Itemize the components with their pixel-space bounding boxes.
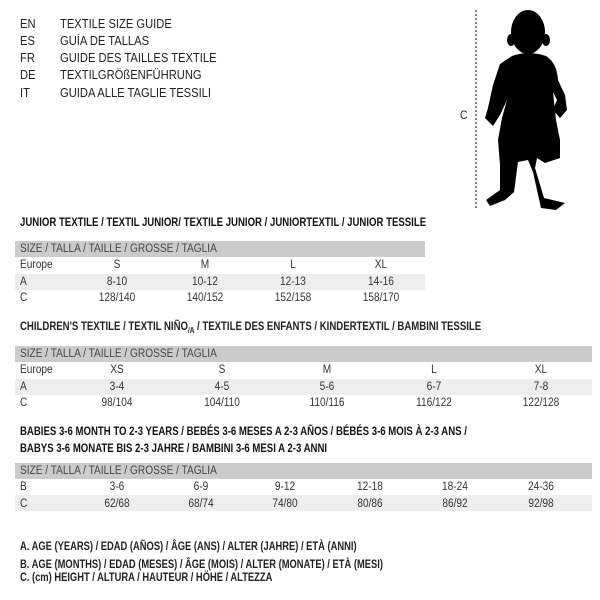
table-cell: 158/170 <box>362 292 400 304</box>
table-cell: 18-24 <box>442 481 468 493</box>
row-label: C <box>20 397 28 409</box>
table-cell: 116/122 <box>416 397 452 409</box>
table-cell: 9-12 <box>274 481 296 493</box>
table-cell: S <box>218 364 226 376</box>
table-cell: 12-18 <box>357 481 383 493</box>
table-cell: 6-7 <box>426 380 442 393</box>
table-cell: 152/158 <box>274 292 312 304</box>
table-cell: 3-4 <box>109 380 125 393</box>
table-cell: 74/80 <box>272 497 298 510</box>
table-cell: 5-6 <box>319 380 335 393</box>
table-cell: 140/152 <box>186 292 224 304</box>
table-cell: 24-36 <box>528 481 554 493</box>
table-cell: 68/74 <box>188 497 214 510</box>
table-cell: S <box>113 259 121 271</box>
table-cell: 62/68 <box>104 497 130 510</box>
row-label: Europe <box>20 259 53 271</box>
lang-title: TEXTILGRÖßENFÜHRUNG <box>60 67 202 82</box>
lang-code: DE <box>20 67 36 82</box>
children-section-title: CHILDREN'S TEXTILE / TEXTIL NIÑO/A / TEX… <box>20 319 482 335</box>
size-header: SIZE / TALLA / TAILLE / GRÖSSE / TAGLIA <box>20 243 217 255</box>
size-header: SIZE / TALLA / TAILLE / GRÖSSE / TAGLIA <box>20 465 217 477</box>
row-label: C <box>20 292 28 304</box>
row-label: A <box>20 380 27 393</box>
table-cell: 7-8 <box>533 380 549 393</box>
table-cell: XS <box>110 364 124 376</box>
child-silhouette-icon <box>475 10 567 210</box>
babies-section-title-line2: BABYS 3-6 MONATE BIS 2-3 JAHRE / BAMBINI… <box>20 441 328 455</box>
table-cell: 92/98 <box>528 497 554 510</box>
lang-title: TEXTILE SIZE GUIDE <box>60 16 172 31</box>
table-cell: 8-10 <box>106 275 128 288</box>
table-cell: 86/92 <box>442 497 468 510</box>
junior-section-title: JUNIOR TEXTILE / TEXTIL JUNIOR/ TEXTILE … <box>20 215 427 229</box>
table-cell: M <box>322 364 332 376</box>
table-cell: 6-9 <box>193 481 209 493</box>
table-cell: 10-12 <box>192 275 218 288</box>
table-cell: 104/110 <box>204 397 240 409</box>
lang-title: GUÍA DE TALLAS <box>60 33 150 48</box>
table-cell: 80/86 <box>357 497 383 510</box>
legend-a: A. AGE (YEARS) / EDAD (AÑOS) / ÂGE (ANS)… <box>20 539 357 553</box>
table-cell: XL <box>374 259 388 271</box>
row-label: A <box>20 275 27 288</box>
row-label: B <box>20 481 27 493</box>
table-cell: 98/104 <box>101 397 133 409</box>
lang-code: ES <box>20 33 35 48</box>
table-cell: 110/116 <box>309 397 345 409</box>
table-cell: 12-13 <box>280 275 306 288</box>
lang-code: FR <box>20 50 35 65</box>
legend-c: C. (cm) HEIGHT / ALTURA / HAUTEUR / HÖHE… <box>20 570 273 584</box>
table-cell: 3-6 <box>109 481 125 493</box>
table-cell: L <box>290 259 296 271</box>
table-cell: L <box>431 364 437 376</box>
table-cell: XL <box>534 364 548 376</box>
babies-section-title-line1: BABIES 3-6 MONTH TO 2-3 YEARS / BEBÉS 3-… <box>20 424 467 438</box>
legend-b: B. AGE (MONTHS) / EDAD (MESES) / ÂGE (MO… <box>20 557 383 571</box>
table-cell: 122/128 <box>522 397 560 409</box>
lang-title: GUIDE DES TAILLES TEXTILE <box>60 50 217 65</box>
row-label: Europe <box>20 364 53 376</box>
lang-title: GUIDA ALLE TAGLIE TESSILI <box>60 85 212 100</box>
measure-label: C <box>460 108 468 122</box>
size-header: SIZE / TALLA / TAILLE / GRÖSSE / TAGLIA <box>20 348 217 360</box>
lang-code: EN <box>20 16 36 31</box>
table-cell: 4-5 <box>214 380 230 393</box>
table-cell: 128/140 <box>98 292 136 304</box>
table-cell: 14-16 <box>368 275 394 288</box>
lang-code: IT <box>20 85 30 100</box>
row-label: C <box>20 497 28 510</box>
table-cell: M <box>200 259 210 271</box>
